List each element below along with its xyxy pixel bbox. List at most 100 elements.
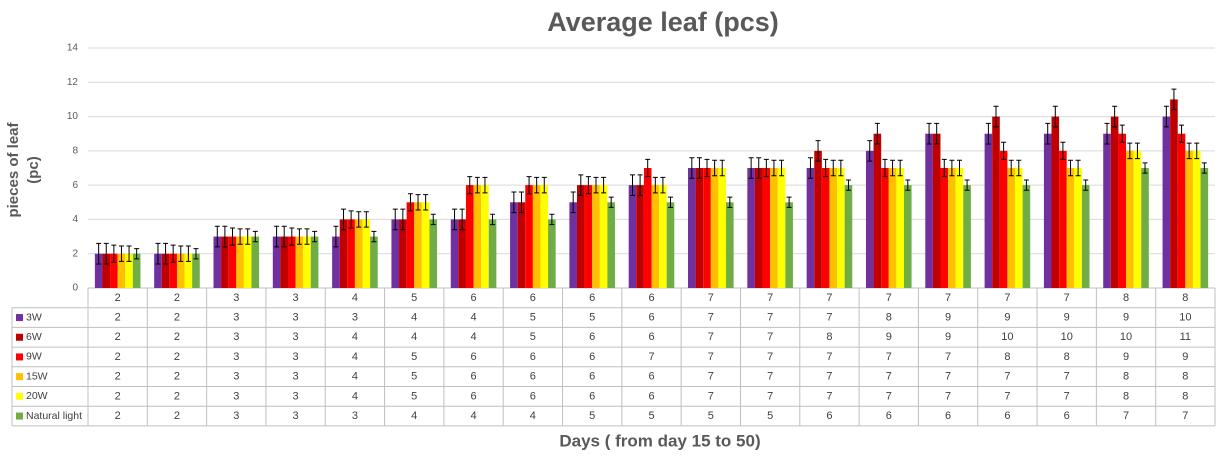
bar xyxy=(399,219,407,288)
error-bar xyxy=(897,159,903,177)
table-cell: 3 xyxy=(352,410,358,422)
table-cell: 3 xyxy=(293,311,299,323)
error-bar xyxy=(867,140,873,162)
error-bar xyxy=(549,213,555,226)
table-cell: 8 xyxy=(886,311,892,323)
error-bar xyxy=(193,248,199,260)
table-cell: 6 xyxy=(1004,410,1010,422)
error-bar xyxy=(341,208,347,231)
bar xyxy=(569,202,577,288)
table-cell: 7 xyxy=(945,371,951,383)
bar xyxy=(1066,168,1075,288)
error-bar xyxy=(949,159,955,177)
error-bar xyxy=(608,196,614,208)
bar xyxy=(999,150,1008,288)
bar xyxy=(903,185,912,288)
error-bar xyxy=(155,242,161,265)
table-cell: 8 xyxy=(1182,390,1188,402)
table-cell: 7 xyxy=(1182,410,1188,422)
bar xyxy=(628,185,637,288)
bar xyxy=(762,168,771,288)
table-cell: 7 xyxy=(826,351,832,363)
error-bar xyxy=(1201,162,1207,174)
error-bar xyxy=(482,176,488,194)
x-tick-label: 2 xyxy=(115,292,121,304)
table-cell: 7 xyxy=(1064,371,1070,383)
bar xyxy=(837,168,845,288)
table-cell: 2 xyxy=(115,371,121,383)
error-bar xyxy=(993,105,999,128)
table-cell: 7 xyxy=(826,311,832,323)
bar xyxy=(873,133,882,288)
table-cell: 7 xyxy=(1004,390,1010,402)
table-cell: 6 xyxy=(470,371,476,383)
bar xyxy=(221,236,229,288)
table-cell: 2 xyxy=(174,410,180,422)
table-cell: 4 xyxy=(411,331,417,343)
table-cell: 4 xyxy=(352,371,358,383)
bar xyxy=(643,168,652,288)
table-cell: 3 xyxy=(293,410,299,422)
bar xyxy=(636,185,644,288)
bar xyxy=(1126,150,1134,288)
table-cell: 9 xyxy=(1182,351,1188,363)
bar xyxy=(429,219,438,288)
x-tick-label: 6 xyxy=(470,292,476,304)
error-bar xyxy=(1186,142,1192,160)
error-bar xyxy=(882,158,888,178)
table-cell: 6 xyxy=(648,331,654,343)
table-cell: 6 xyxy=(530,390,536,402)
bar xyxy=(821,168,830,288)
error-bar xyxy=(719,159,725,177)
error-bar xyxy=(786,196,792,208)
error-bar xyxy=(1083,179,1089,191)
error-bar xyxy=(905,179,911,191)
error-bar xyxy=(178,245,184,262)
bar xyxy=(1007,168,1015,288)
table-cell: 5 xyxy=(767,410,773,422)
error-bar xyxy=(926,122,932,145)
error-bar xyxy=(312,230,318,243)
error-bar xyxy=(771,159,777,177)
error-bar xyxy=(756,157,762,179)
table-cell: 9 xyxy=(1004,311,1010,323)
error-bar xyxy=(526,176,532,195)
x-tick-label: 7 xyxy=(886,292,892,304)
table-cell: 3 xyxy=(293,331,299,343)
error-bar xyxy=(1060,141,1066,160)
legend-label: Natural light xyxy=(26,410,82,422)
bar xyxy=(1192,150,1201,288)
error-bar xyxy=(415,194,421,211)
error-bar xyxy=(874,122,880,145)
error-bar xyxy=(934,122,940,145)
error-bar xyxy=(704,158,710,178)
error-bar xyxy=(222,225,228,248)
table-cell: 7 xyxy=(648,351,654,363)
bar xyxy=(785,202,793,288)
bar xyxy=(288,236,296,288)
x-tick-label: 6 xyxy=(589,292,595,304)
table-cell: 7 xyxy=(767,311,773,323)
bar xyxy=(726,202,734,288)
table-cell: 7 xyxy=(945,390,951,402)
bar xyxy=(391,219,400,288)
bar xyxy=(192,253,200,288)
error-bar xyxy=(400,208,406,231)
table-cell: 10 xyxy=(1179,311,1191,323)
legend-swatch xyxy=(16,392,23,400)
error-bar xyxy=(890,159,896,177)
error-bar xyxy=(823,158,829,178)
bar xyxy=(1022,185,1031,288)
error-bar xyxy=(1163,105,1169,128)
table-cell: 6 xyxy=(589,390,595,402)
table-cell: 9 xyxy=(886,331,892,343)
bar xyxy=(213,236,222,288)
table-cell: 3 xyxy=(293,351,299,363)
error-bar xyxy=(1075,159,1081,177)
bar xyxy=(747,168,755,288)
bar xyxy=(184,253,193,288)
bar xyxy=(295,236,304,288)
y-tick-label: 0 xyxy=(72,283,78,294)
error-bar xyxy=(601,176,607,194)
